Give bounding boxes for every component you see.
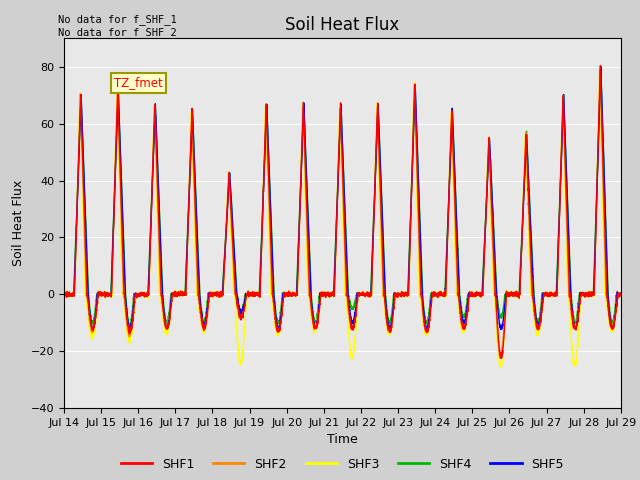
Y-axis label: Soil Heat Flux: Soil Heat Flux — [12, 180, 25, 266]
X-axis label: Time: Time — [327, 433, 358, 446]
Legend: SHF1, SHF2, SHF3, SHF4, SHF5: SHF1, SHF2, SHF3, SHF4, SHF5 — [116, 453, 569, 476]
Text: TZ_fmet: TZ_fmet — [114, 76, 163, 89]
Text: No data for f_SHF_1
No data for f_SHF_2: No data for f_SHF_1 No data for f_SHF_2 — [58, 14, 177, 38]
Title: Soil Heat Flux: Soil Heat Flux — [285, 16, 399, 34]
